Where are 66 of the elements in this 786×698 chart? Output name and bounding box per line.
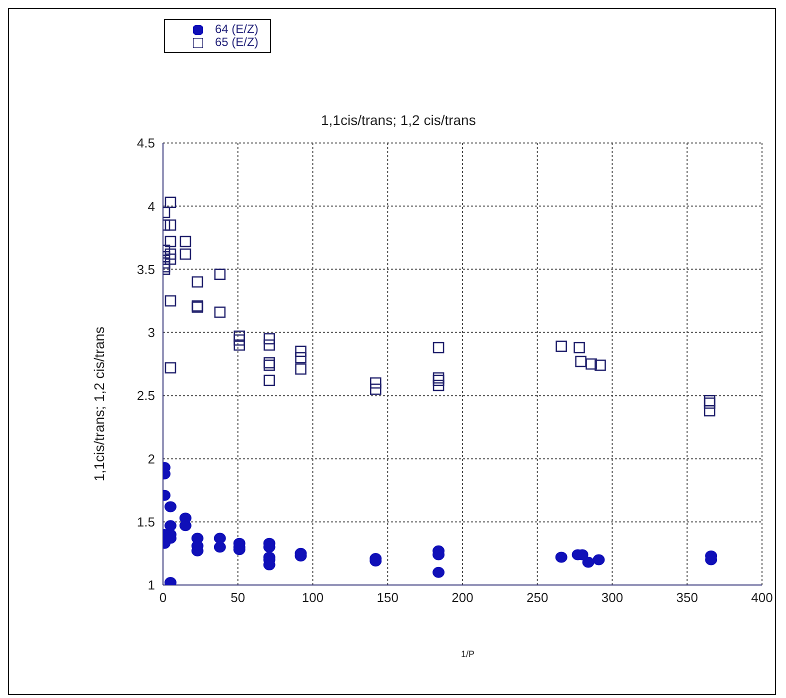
legend-label: 65 (E/Z) [215,35,258,49]
point [592,554,605,566]
x-tick-label: 50 [230,590,246,606]
point [432,566,445,578]
point [264,357,275,368]
chart-title: 1,1cis/trans; 1,2 cis/trans [320,112,477,128]
point [264,374,275,386]
point [704,398,716,409]
point [234,334,246,346]
point [432,380,444,392]
point [264,360,275,371]
legend-label: 64 (E/Z) [215,22,258,36]
y-tick-label: 1 [148,578,155,593]
point [432,342,444,354]
point [214,268,226,280]
point [586,358,597,370]
y-axis-title: 1,1cis/trans; 1,2 cis/trans [91,326,107,482]
point [164,248,176,260]
point [575,356,586,368]
x-tick-label: 200 [452,590,474,606]
x-tick-label: 150 [376,590,398,606]
point [214,306,226,318]
point [295,346,306,358]
point [556,340,567,352]
point [164,219,176,231]
x-tick-label: 400 [751,590,773,606]
point [264,333,275,344]
point [555,552,568,563]
x-axis-title: 1/P [461,649,475,659]
x-tick-label: 0 [159,590,167,606]
point [179,520,192,532]
point [594,360,606,371]
point [432,372,444,384]
y-tick-label: 3.5 [136,262,155,277]
point [164,362,176,374]
point [704,405,716,416]
point [574,342,585,354]
point [432,374,444,386]
point [164,520,176,532]
point [214,542,226,553]
x-tick-label: 250 [526,590,548,606]
point [370,377,382,389]
point [295,352,306,364]
point [164,501,176,512]
point [295,363,306,375]
point [164,236,176,248]
point [234,339,246,351]
y-tick-label: 3 [148,325,155,340]
point [192,276,204,288]
y-tick-label: 2.5 [136,388,155,404]
y-tick-label: 4.5 [136,136,155,151]
point [582,556,594,568]
x-tick-label: 100 [302,590,324,606]
y-tick-label: 1.5 [136,514,155,530]
point [370,384,382,395]
point [164,196,176,208]
point [180,248,192,260]
y-tick-label: 2 [148,451,155,466]
point [264,339,275,351]
point [234,330,246,342]
x-tick-label: 300 [601,590,624,606]
point [164,254,176,265]
x-tick-label: 350 [676,590,698,606]
point [180,236,192,248]
y-tick-label: 4 [148,198,155,214]
point [164,295,176,307]
